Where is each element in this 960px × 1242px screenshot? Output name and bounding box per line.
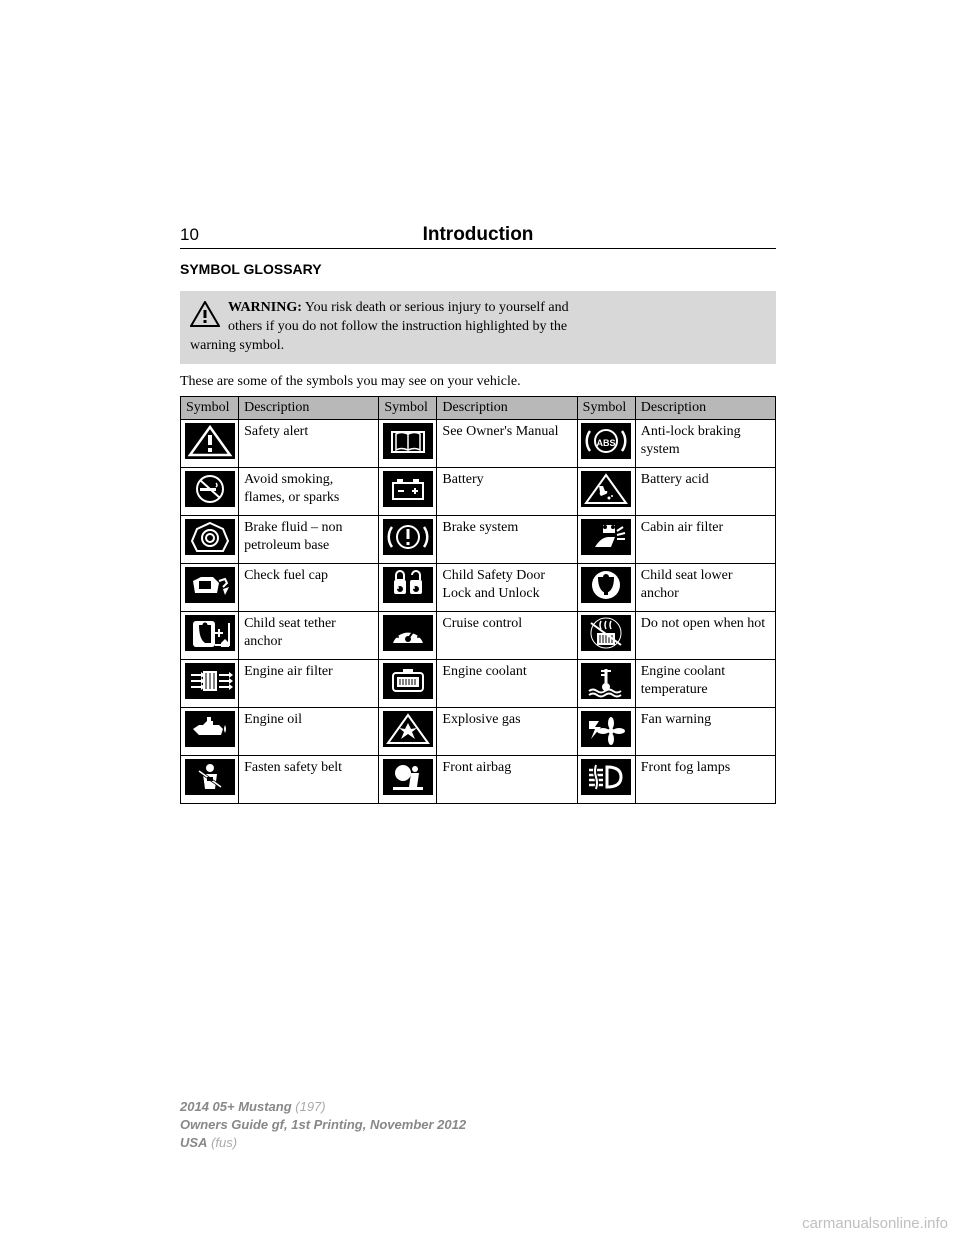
footer-region-code: (fus) — [211, 1135, 237, 1150]
table-row: Engine air filter Engine coolant Engine … — [181, 659, 776, 707]
desc: Engine coolant temperature — [635, 659, 775, 707]
battery-acid-icon — [581, 471, 631, 507]
front-fog-lamps-icon — [581, 759, 631, 795]
desc: Front fog lamps — [635, 755, 775, 803]
desc: See Owner's Manual — [437, 419, 577, 467]
engine-oil-icon — [185, 711, 235, 747]
desc: Engine air filter — [239, 659, 379, 707]
col-symbol-3: Symbol — [577, 396, 635, 419]
front-airbag-icon — [383, 759, 433, 795]
desc: Brake system — [437, 515, 577, 563]
explosive-gas-icon — [383, 711, 433, 747]
table-row: Engine oil Explosive gas Fan warning — [181, 707, 776, 755]
fasten-seatbelt-icon — [185, 759, 235, 795]
desc: Engine coolant — [437, 659, 577, 707]
child-door-lock-icon — [383, 567, 433, 603]
col-symbol-2: Symbol — [379, 396, 437, 419]
footer-model-code: (197) — [295, 1099, 325, 1114]
table-row: Avoid smoking, flames, or sparks Battery… — [181, 467, 776, 515]
table-row: Fasten safety belt Front airbag Front fo… — [181, 755, 776, 803]
desc: Brake fluid – non petroleum base — [239, 515, 379, 563]
col-symbol-1: Symbol — [181, 396, 239, 419]
glossary-heading: SYMBOL GLOSSARY — [180, 261, 776, 277]
cruise-control-icon — [383, 615, 433, 651]
desc: Check fuel cap — [239, 563, 379, 611]
desc: Avoid smoking, flames, or sparks — [239, 467, 379, 515]
engine-air-filter-icon — [185, 663, 235, 699]
coolant-temperature-icon — [581, 663, 631, 699]
cabin-air-filter-icon — [581, 519, 631, 555]
desc: Cabin air filter — [635, 515, 775, 563]
desc: Anti-lock braking system — [635, 419, 775, 467]
owners-manual-icon — [383, 423, 433, 459]
desc: Cruise control — [437, 611, 577, 659]
desc: Fan warning — [635, 707, 775, 755]
table-row: Child seat tether anchor Cruise control … — [181, 611, 776, 659]
table-header-row: Symbol Description Symbol Description Sy… — [181, 396, 776, 419]
do-not-open-hot-icon — [581, 615, 631, 651]
col-desc-1: Description — [239, 396, 379, 419]
page-number: 10 — [180, 225, 330, 245]
desc: Fasten safety belt — [239, 755, 379, 803]
brake-system-icon — [383, 519, 433, 555]
warning-text: WARNING: You risk death or serious injur… — [228, 299, 766, 356]
child-seat-tether-anchor-icon — [185, 615, 235, 651]
svg-text:ABS: ABS — [597, 438, 616, 448]
desc: Child Safety Door Lock and Unlock — [437, 563, 577, 611]
check-fuel-cap-icon — [185, 567, 235, 603]
child-seat-lower-anchor-icon — [581, 567, 631, 603]
col-desc-2: Description — [437, 396, 577, 419]
fan-warning-icon — [581, 711, 631, 747]
battery-icon — [383, 471, 433, 507]
desc: Child seat lower anchor — [635, 563, 775, 611]
table-row: Brake fluid – non petroleum base Brake s… — [181, 515, 776, 563]
watermark: carmanualsonline.info — [802, 1215, 948, 1232]
no-smoking-icon — [185, 471, 235, 507]
desc: Child seat tether anchor — [239, 611, 379, 659]
section-title: Introduction — [330, 224, 776, 246]
desc: Safety alert — [239, 419, 379, 467]
brake-fluid-icon — [185, 519, 235, 555]
desc: Explosive gas — [437, 707, 577, 755]
desc: Front airbag — [437, 755, 577, 803]
abs-icon: ABS — [581, 423, 631, 459]
table-row: Check fuel cap Child Safety Door Lock an… — [181, 563, 776, 611]
intro-text: These are some of the symbols you may se… — [180, 374, 776, 390]
safety-alert-icon — [185, 423, 235, 459]
page-content: 10 Introduction SYMBOL GLOSSARY WARNING:… — [180, 224, 776, 804]
desc: Engine oil — [239, 707, 379, 755]
warning-line3: warning symbol. — [190, 337, 766, 356]
footer-guide: Owners Guide gf, 1st Printing, November … — [180, 1117, 466, 1132]
desc: Battery acid — [635, 467, 775, 515]
col-desc-3: Description — [635, 396, 775, 419]
warning-box: WARNING: You risk death or serious injur… — [180, 291, 776, 364]
desc: Do not open when hot — [635, 611, 775, 659]
page-footer: 2014 05+ Mustang (197) Owners Guide gf, … — [180, 1098, 466, 1153]
footer-model: 2014 05+ Mustang — [180, 1099, 292, 1114]
table-row: Safety alert See Owner's Manual ABS Anti… — [181, 419, 776, 467]
warning-label: WARNING: — [228, 300, 302, 315]
warning-line1: You risk death or serious injury to your… — [302, 300, 569, 315]
page-header: 10 Introduction — [180, 224, 776, 249]
warning-line2: others if you do not follow the instruct… — [228, 319, 567, 334]
desc: Battery — [437, 467, 577, 515]
warning-triangle-icon — [190, 301, 220, 327]
footer-region: USA — [180, 1135, 207, 1150]
symbol-glossary-table: Symbol Description Symbol Description Sy… — [180, 396, 776, 804]
engine-coolant-icon — [383, 663, 433, 699]
